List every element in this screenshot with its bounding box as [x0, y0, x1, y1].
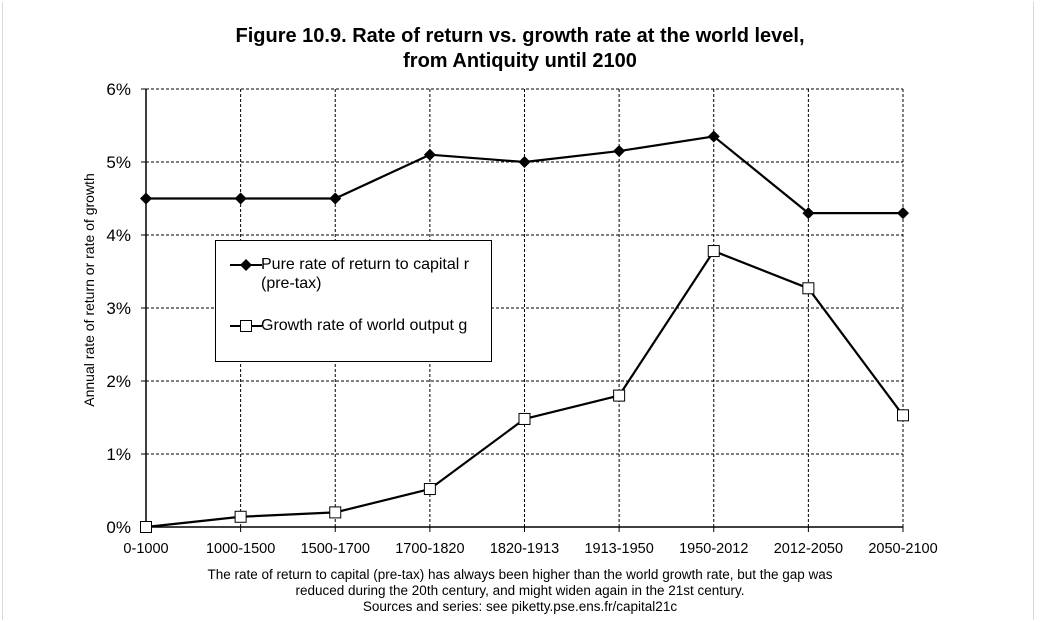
data-point-g	[613, 389, 626, 402]
y-tick-label: 1%	[106, 445, 131, 464]
data-point-g	[140, 521, 152, 533]
data-point-g	[423, 483, 436, 496]
chart-caption: The rate of return to capital (pre-tax) …	[0, 567, 1040, 615]
x-tick-label: 1700-1820	[395, 541, 464, 557]
data-point-g	[234, 510, 247, 523]
legend-label-r: Pure rate of return to capital r (pre-ta…	[261, 255, 469, 293]
data-point-r	[707, 130, 720, 143]
x-tick-label: 2012-2050	[774, 541, 843, 557]
chart-title-line-1: Figure 10.9. Rate of return vs. growth r…	[235, 25, 805, 47]
y-tick-label: 5%	[106, 153, 131, 172]
data-point-r	[329, 192, 342, 205]
chart-title-line-2: from Antiquity until 2100	[403, 50, 637, 72]
y-tick-label: 3%	[106, 299, 131, 318]
data-point-g	[707, 245, 720, 258]
data-point-g	[329, 506, 342, 519]
data-point-g	[802, 282, 815, 295]
caption-line-2: reduced during the 20th century, and mig…	[295, 583, 745, 598]
legend-label-g: Growth rate of world output g	[261, 317, 468, 334]
x-tick-label: 1950-2012	[679, 541, 748, 557]
caption-line-1: The rate of return to capital (pre-tax) …	[207, 567, 833, 582]
data-point-g	[897, 409, 909, 422]
legend-label-r-line-2: (pre-tax)	[261, 275, 322, 292]
legend: Pure rate of return to capital r (pre-ta…	[215, 240, 492, 362]
y-axis-title-wrap: Annual rate of return or rate of growth	[78, 160, 100, 420]
x-tick-label: 1500-1700	[301, 541, 370, 557]
series-markers	[140, 130, 909, 533]
data-point-g	[518, 412, 531, 425]
legend-square-icon	[230, 320, 262, 332]
legend-diamond-icon	[230, 259, 262, 271]
y-tick-label: 4%	[106, 226, 131, 245]
data-point-r	[234, 192, 247, 205]
x-tick-labels: 0-1000 1000-1500 1500-1700 1700-1820 1820-19…	[123, 541, 937, 557]
legend-label-r-line-1: Pure rate of return to capital r	[261, 256, 470, 273]
y-tick-label: 2%	[106, 372, 131, 391]
data-point-r	[802, 207, 815, 220]
data-point-r	[140, 192, 152, 205]
data-point-r	[613, 145, 626, 158]
caption-line-3: Sources and series: see piketty.pse.ens.…	[362, 599, 678, 614]
x-tick-label: 1000-1500	[206, 541, 275, 557]
data-point-r	[897, 207, 909, 220]
y-tick-label: 6%	[106, 80, 131, 99]
data-point-r	[518, 156, 531, 168]
chart-title: Figure 10.9. Rate of return vs. growth r…	[0, 24, 1040, 74]
y-tick-labels: 0% 1% 2% 3% 4% 5% 6%	[106, 80, 131, 537]
x-tick-label: 1913-1950	[584, 541, 653, 557]
data-point-r	[423, 148, 436, 161]
x-tick-label: 1820-1913	[490, 541, 559, 557]
x-tick-label: 0-1000	[123, 541, 168, 557]
y-tick-label: 0%	[106, 518, 131, 537]
y-axis-title: Annual rate of return or rate of growth	[81, 173, 97, 407]
x-tick-label: 2050-2100	[868, 541, 937, 557]
